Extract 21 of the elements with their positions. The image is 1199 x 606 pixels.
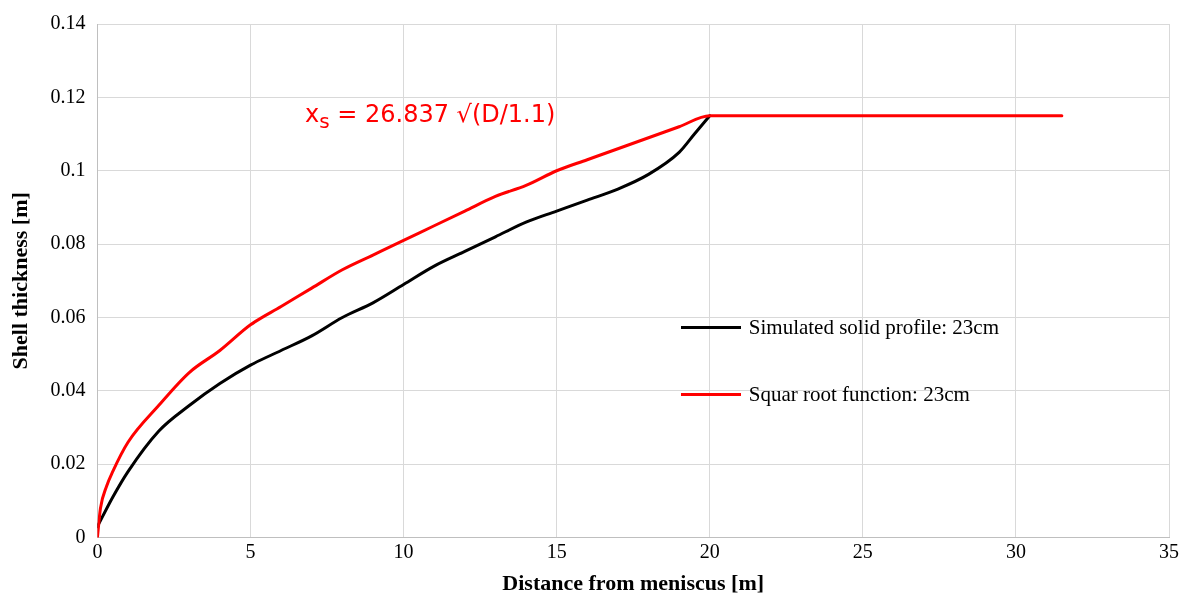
x-tick-label: 35 (1159, 539, 1179, 562)
y-tick-label: 0 (75, 524, 86, 547)
x-tick-label: 20 (699, 539, 720, 562)
y-tick-label: 0.14 (50, 11, 86, 34)
y-tick-label: 0.06 (50, 304, 86, 327)
x-tick-label: 0 (92, 539, 103, 562)
y-tick-label: 0.08 (50, 231, 86, 254)
y-tick-label: 0.1 (60, 157, 86, 180)
x-tick-label: 5 (245, 539, 256, 562)
x-tick-label: 25 (852, 539, 873, 562)
x-axis-title: Distance from meniscus [m] (502, 570, 765, 596)
y-axis-title: Shell thickness [m] (6, 192, 32, 370)
y-tick-label: 0.02 (50, 451, 86, 474)
x-tick-label: 30 (1005, 539, 1026, 562)
x-tick-label: 15 (546, 539, 567, 562)
x-tick-label: 10 (393, 539, 414, 562)
annotation: x$_{s}$ = 26.837 √(D/1.1) (305, 100, 556, 133)
legend-label: Simulated solid profile: 23cm (748, 315, 999, 340)
legend-label: Squar root function: 23cm (748, 382, 970, 407)
y-tick-label: 0.04 (50, 378, 86, 401)
y-tick-label: 0.12 (50, 84, 86, 107)
